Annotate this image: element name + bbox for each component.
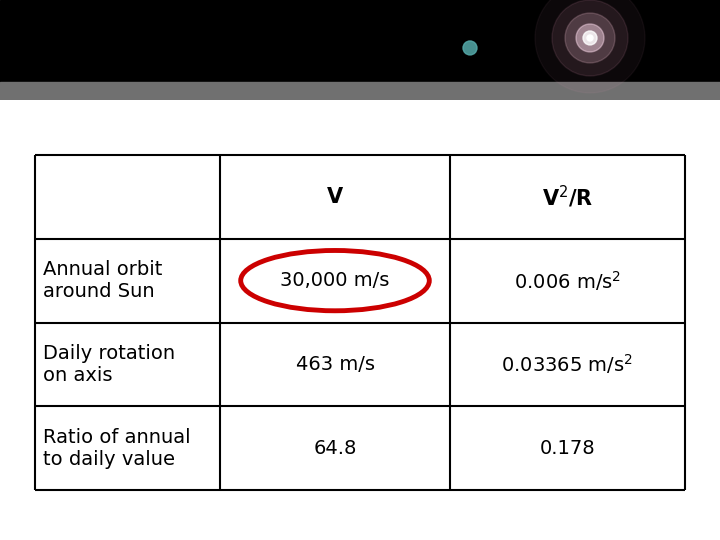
Text: Ratio of annual
to daily value: Ratio of annual to daily value bbox=[43, 428, 191, 469]
Circle shape bbox=[535, 0, 645, 93]
Bar bbox=[0, 82, 720, 100]
Circle shape bbox=[463, 41, 477, 55]
Text: 30,000 m/s: 30,000 m/s bbox=[280, 271, 390, 290]
Text: 463 m/s: 463 m/s bbox=[295, 355, 374, 374]
Text: 0.178: 0.178 bbox=[540, 438, 595, 457]
Text: 64.8: 64.8 bbox=[313, 438, 356, 457]
Text: 0.006 m/s$^2$: 0.006 m/s$^2$ bbox=[514, 269, 621, 293]
Circle shape bbox=[552, 0, 628, 76]
Circle shape bbox=[587, 35, 593, 41]
Text: 0.03365 m/s$^2$: 0.03365 m/s$^2$ bbox=[502, 353, 634, 376]
Text: Annual orbit
around Sun: Annual orbit around Sun bbox=[43, 260, 163, 301]
Text: V$^2$/R: V$^2$/R bbox=[541, 184, 593, 210]
Circle shape bbox=[565, 13, 615, 63]
Text: V: V bbox=[327, 187, 343, 207]
Circle shape bbox=[576, 24, 604, 52]
Circle shape bbox=[583, 31, 597, 45]
Text: Daily rotation
on axis: Daily rotation on axis bbox=[43, 344, 175, 385]
